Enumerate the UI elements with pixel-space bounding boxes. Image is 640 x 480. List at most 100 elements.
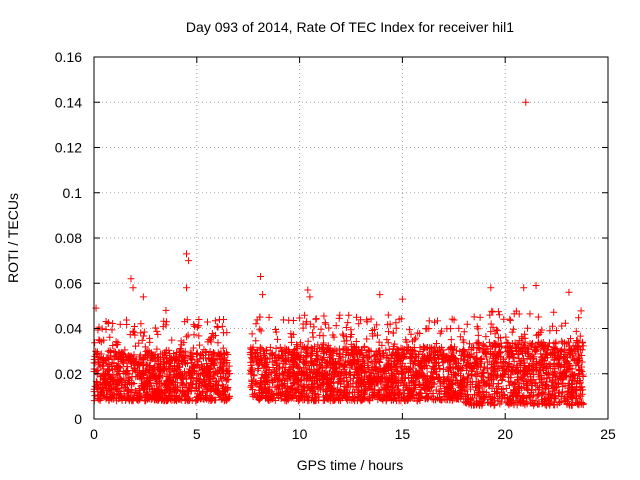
data-point xyxy=(225,362,233,370)
data-point xyxy=(173,386,181,394)
data-point xyxy=(351,347,359,355)
data-point xyxy=(534,331,542,339)
data-point xyxy=(385,392,393,400)
data-point xyxy=(509,350,517,358)
data-point xyxy=(524,350,532,358)
data-point xyxy=(323,394,331,402)
data-point xyxy=(447,386,455,394)
data-point xyxy=(461,349,469,357)
data-point xyxy=(223,385,231,393)
data-point xyxy=(290,358,298,366)
data-point xyxy=(381,367,389,375)
data-point xyxy=(444,357,452,365)
data-point xyxy=(385,328,393,336)
data-point xyxy=(568,380,576,388)
data-point xyxy=(217,390,225,398)
data-point xyxy=(313,351,321,359)
data-point xyxy=(579,373,587,381)
data-point xyxy=(407,374,415,382)
data-point xyxy=(214,323,222,331)
data-point xyxy=(211,317,219,325)
data-point xyxy=(137,375,145,383)
data-point xyxy=(135,367,143,375)
data-point xyxy=(368,365,376,373)
data-point xyxy=(429,363,437,371)
data-point xyxy=(356,394,364,402)
data-point xyxy=(142,397,150,405)
data-point xyxy=(385,345,393,353)
data-point xyxy=(417,385,425,393)
data-point xyxy=(131,331,139,339)
data-point xyxy=(459,336,467,344)
chart-title: Day 093 of 2014, Rate Of TEC Index for r… xyxy=(186,19,514,35)
data-point xyxy=(487,400,495,408)
data-point xyxy=(251,391,259,399)
data-point xyxy=(485,338,493,346)
data-point xyxy=(305,365,313,373)
data-point xyxy=(205,355,213,363)
data-point xyxy=(275,375,283,383)
data-point xyxy=(567,335,575,343)
data-point xyxy=(521,359,529,367)
data-point xyxy=(309,369,317,377)
data-point xyxy=(429,390,437,398)
data-point xyxy=(382,385,390,393)
data-point xyxy=(420,353,428,361)
data-point xyxy=(298,368,306,376)
data-point xyxy=(525,363,533,371)
data-point xyxy=(332,322,340,330)
x-tick-label: 10 xyxy=(292,426,308,442)
data-point xyxy=(532,386,540,394)
data-point xyxy=(439,355,447,363)
data-point xyxy=(526,339,534,347)
data-point xyxy=(256,313,264,321)
data-point xyxy=(306,293,314,301)
y-tick-label: 0.06 xyxy=(55,275,82,291)
data-point xyxy=(570,372,578,380)
data-point xyxy=(129,284,137,292)
data-point xyxy=(353,386,361,394)
x-tick-label: 0 xyxy=(90,426,98,442)
data-point xyxy=(432,359,440,367)
data-point xyxy=(546,327,554,335)
data-point xyxy=(291,346,299,354)
data-point xyxy=(282,374,290,382)
data-point xyxy=(120,390,128,398)
data-point xyxy=(185,369,193,377)
data-point xyxy=(394,382,402,390)
data-point xyxy=(289,368,297,376)
data-point xyxy=(211,396,219,404)
data-point xyxy=(518,393,526,401)
data-point xyxy=(374,388,382,396)
data-point xyxy=(575,343,583,351)
data-point xyxy=(568,390,576,398)
data-point xyxy=(515,337,523,345)
data-point xyxy=(100,371,108,379)
data-point xyxy=(130,380,138,388)
data-point xyxy=(363,316,371,324)
x-tick-label: 20 xyxy=(497,426,513,442)
data-point xyxy=(436,351,444,359)
data-point xyxy=(412,334,420,342)
data-point xyxy=(546,339,554,347)
data-point xyxy=(144,366,152,374)
data-point xyxy=(498,386,506,394)
data-point xyxy=(502,344,510,352)
data-point xyxy=(356,376,364,384)
data-point xyxy=(168,336,176,344)
data-point xyxy=(488,343,496,351)
data-point xyxy=(141,351,149,359)
data-point xyxy=(494,308,502,316)
data-point xyxy=(309,333,317,341)
data-point xyxy=(490,355,498,363)
data-point xyxy=(373,321,381,329)
data-point xyxy=(563,340,571,348)
data-point xyxy=(549,348,557,356)
data-point xyxy=(485,399,493,407)
data-point xyxy=(483,364,491,372)
data-point xyxy=(505,401,513,409)
data-point xyxy=(375,386,383,394)
data-point xyxy=(333,391,341,399)
data-point xyxy=(351,356,359,364)
